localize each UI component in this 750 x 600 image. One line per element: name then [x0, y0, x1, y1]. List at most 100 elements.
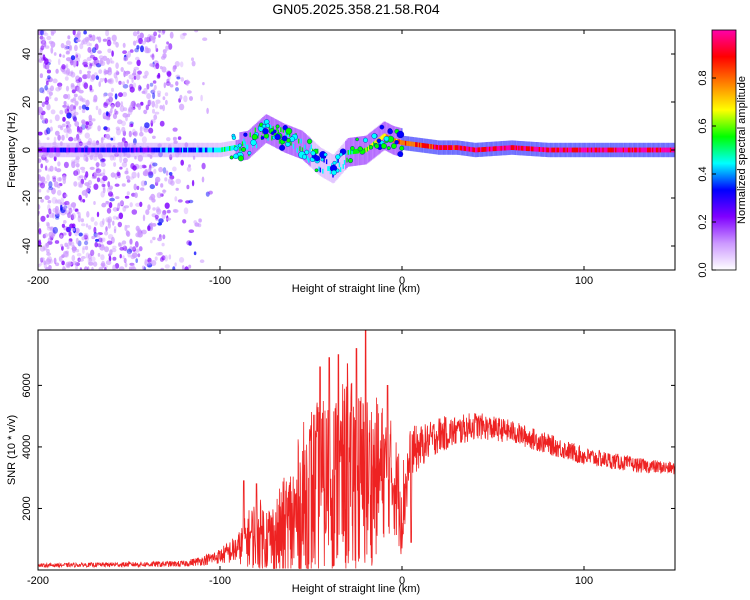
spectrogram-noise-cell — [183, 207, 189, 215]
spectrogram-noise-cell — [105, 111, 109, 116]
spectrogram-ridge-cell — [227, 146, 230, 151]
spectrogram-noise-cell — [131, 171, 137, 179]
spectrogram-ridge-cell — [241, 141, 244, 147]
spectrogram-noise-cell — [71, 159, 75, 165]
spectrogram-ridge-cell — [407, 141, 409, 146]
spectrogram-ridge-cell — [301, 147, 304, 153]
spectrogram-halo-cell — [294, 127, 296, 157]
spectrogram-noise-cell — [162, 234, 166, 240]
spectrogram-ridge-cell — [634, 147, 636, 153]
spectrogram-ridge-cell — [131, 147, 133, 153]
spectrogram-noise-cell — [65, 250, 69, 254]
spectrogram-ridge-cell — [139, 147, 142, 153]
spectrogram-ridge-cell — [631, 147, 634, 153]
spectrogram-noise-cell — [202, 82, 205, 86]
spectrogram-ridge-cell — [669, 147, 672, 153]
spectrogram-noise-cell — [44, 56, 47, 62]
spectrogram-noise-cell — [188, 229, 195, 233]
spectrogram-noise-cell — [115, 76, 119, 83]
spectrogram-ridge-cell — [510, 145, 513, 150]
spectrogram-ridge-cell — [76, 147, 78, 153]
spectrogram-noise-cell — [180, 159, 184, 166]
spectrogram-blob — [285, 141, 291, 147]
spectrogram-ridge-cell — [384, 133, 386, 139]
spectrogram-noise-cell — [50, 109, 56, 115]
spectrogram-ridge-cell — [216, 147, 218, 153]
snr-x-tick-label: 0 — [399, 575, 405, 587]
spectrogram-noise-cell — [99, 220, 105, 228]
spectrogram-ridge-cell — [114, 147, 116, 153]
spectrogram-noise-cell — [161, 242, 165, 247]
spectrogram-noise-cell — [42, 37, 46, 44]
spectrogram-noise-cell — [103, 93, 106, 98]
spectrogram-ridge-cell — [585, 147, 588, 153]
spectrogram-noise-cell — [48, 265, 52, 270]
spectrogram-noise-cell — [153, 84, 157, 91]
spectrogram-ridge-cell — [66, 147, 68, 153]
spectrogram-noise-cell — [181, 265, 185, 270]
spectrogram-noise-cell — [65, 85, 70, 92]
spectrogram-ridge-cell — [650, 147, 653, 153]
spectrogram-ridge-cell — [506, 145, 509, 151]
spectrogram-y-tick-label: 40 — [21, 48, 33, 60]
spectrogram-noise-cell — [177, 136, 182, 141]
spectrogram-ridge-cell — [444, 145, 446, 150]
spectrogram-ridge-cell — [525, 146, 528, 151]
spectrogram-noise-cell — [118, 212, 124, 220]
spectrogram-noise-cell — [178, 103, 185, 111]
spectrogram-noise-cell — [122, 255, 125, 259]
spectrogram-noise-cell — [66, 93, 71, 100]
spectrogram-noise-cell — [89, 43, 92, 47]
spectrogram-noise-cell — [98, 55, 104, 60]
spectrogram-ridge-cell — [559, 147, 561, 153]
spectrogram-noise-cell — [127, 50, 131, 58]
spectrogram-noise-cell — [106, 39, 112, 47]
spectrogram-noise-cell — [130, 254, 136, 260]
spectrogram-ridge-cell — [594, 147, 597, 153]
spectrogram-noise-cell — [81, 190, 87, 196]
spectrogram-ridge-cell — [176, 147, 179, 153]
spectrogram-ridge-cell — [480, 147, 482, 153]
spectrogram-noise-cell — [103, 126, 108, 131]
spectrogram-noise-cell — [115, 101, 121, 108]
spectrogram-ridge-cell — [461, 145, 463, 151]
spectrogram-noise-cell — [189, 96, 193, 101]
spectrogram-blob — [386, 146, 391, 151]
spectrogram-ridge-cell — [171, 147, 174, 153]
spectrogram-ridge-cell — [194, 147, 197, 153]
spectrogram-noise-cell — [95, 168, 102, 174]
spectrogram-noise-cell — [119, 166, 123, 170]
spectrogram-noise-cell — [89, 84, 93, 91]
spectrogram-ridge-cell — [481, 147, 483, 152]
spectrogram-ridge-cell — [73, 147, 76, 153]
spectrogram-ridge-cell — [62, 147, 64, 153]
spectrogram-ridge-cell — [383, 133, 385, 139]
spectrogram-noise-cell — [50, 47, 54, 54]
spectrogram-noise-cell — [46, 214, 49, 219]
spectrogram-noise-cell — [172, 127, 178, 132]
spectrogram-noise-cell — [51, 196, 57, 204]
spectrogram-noise-cell — [98, 69, 103, 74]
spectrogram-noise-cell — [47, 168, 52, 172]
spectrogram-noise-cell — [63, 161, 69, 169]
spectrogram-noise-cell — [91, 266, 94, 270]
spectrogram-ridge-cell — [226, 146, 229, 152]
spectrogram-noise-cell — [144, 169, 150, 177]
spectrogram-ridge-cell — [292, 143, 295, 149]
spectrogram-noise-cell — [64, 76, 69, 81]
spectrogram-ridge-cell — [129, 147, 132, 153]
spectrogram-noise-cell — [86, 73, 91, 79]
spectrogram-noise-cell — [53, 136, 57, 143]
spectrogram-noise-cell — [106, 187, 113, 193]
spectrogram-noise-cell — [62, 267, 66, 270]
spectrogram-noise-cell — [73, 60, 77, 68]
spectrogram-noise-cell — [117, 172, 121, 179]
spectrogram-noise-cell — [111, 60, 115, 64]
spectrogram-noise-cell — [141, 229, 147, 235]
spectrogram-ridge-cell — [486, 146, 488, 152]
spectrogram-noise-cell — [142, 214, 146, 222]
spectrogram-noise-cell — [106, 57, 111, 65]
spectrogram-noise-cell — [137, 30, 140, 35]
spectrogram-noise-cell — [188, 264, 192, 269]
spectrogram-noise-cell — [120, 67, 124, 72]
